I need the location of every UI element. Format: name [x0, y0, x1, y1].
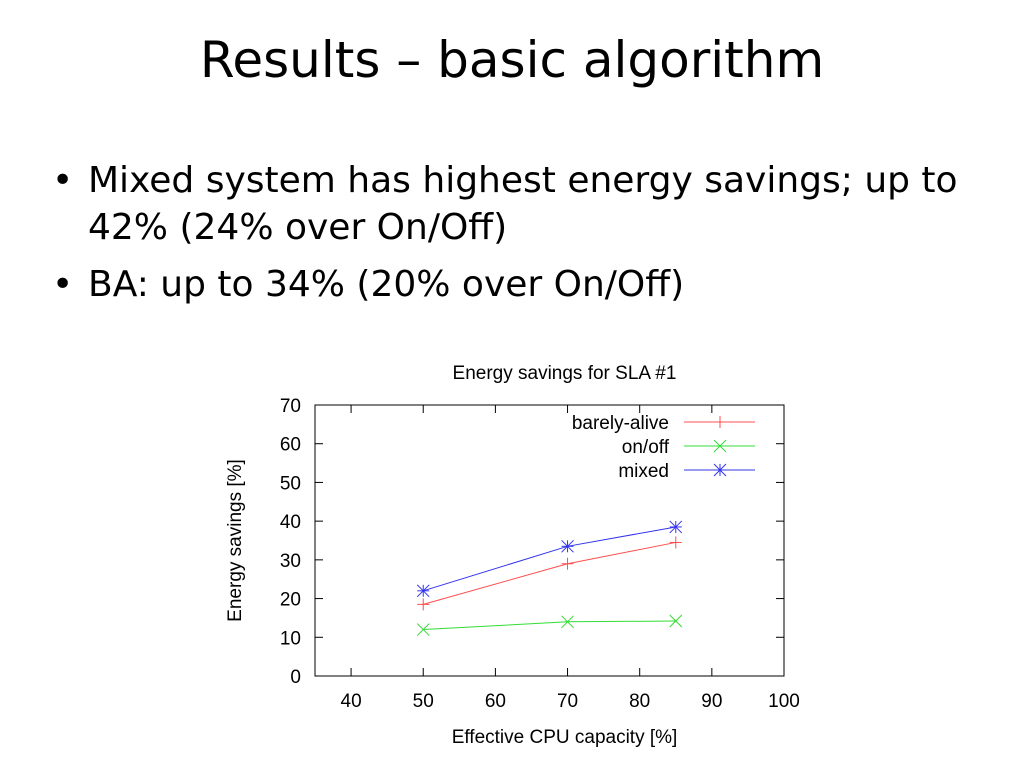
x-axis-label: Effective CPU capacity [%]	[452, 727, 678, 748]
legend-marker-mixed	[713, 463, 727, 477]
slide-title: Results – basic algorithm	[199, 31, 825, 89]
y-tick-label: 70	[280, 396, 301, 417]
bullet-item: • Mixed system has highest energy saving…	[52, 158, 982, 252]
data-point-mixed	[416, 584, 430, 598]
x-tick-label: 70	[557, 691, 578, 712]
bullet-text: Mixed system has highest energy savings;…	[88, 160, 958, 248]
series-line-on/off	[423, 620, 676, 631]
data-point-barely-alive	[561, 557, 574, 570]
y-tick-label: 60	[280, 435, 301, 456]
data-point-barely-alive	[669, 536, 682, 549]
y-tick-label: 50	[280, 473, 301, 494]
x-tick-label: 90	[701, 691, 722, 712]
y-axis-label: Energy savings [%]	[225, 459, 246, 622]
legend-label: mixed	[618, 461, 669, 482]
plot-frame	[314, 404, 785, 677]
legend-marker-barely-alive	[714, 416, 726, 428]
data-point-on/off	[416, 623, 430, 636]
y-tick-label: 0	[290, 667, 301, 688]
data-point-barely-alive	[417, 598, 430, 611]
bullet-item: • BA: up to 34% (20% over On/Off)	[52, 262, 982, 309]
legend-label: barely-alive	[572, 413, 669, 434]
data-point-on/off	[561, 615, 574, 629]
x-tick-label: 80	[629, 691, 650, 712]
bullet-list: • Mixed system has highest energy saving…	[52, 158, 982, 318]
chart-title: Energy savings for SLA #1	[453, 363, 677, 384]
x-tick-label: 50	[413, 691, 434, 712]
bullet-dot: •	[52, 160, 74, 201]
legend-label: on/off	[622, 437, 670, 458]
bullet-dot: •	[52, 263, 74, 305]
legend-marker-on/off	[713, 439, 727, 453]
y-tick-label: 10	[280, 628, 301, 649]
bullet-text: BA: up to 34% (20% over On/Off)	[88, 263, 685, 305]
y-tick-label: 40	[280, 512, 301, 533]
x-tick-label: 100	[768, 691, 800, 712]
series-line-mixed	[423, 526, 676, 592]
y-tick-label: 20	[280, 590, 301, 611]
x-tick-label: 60	[485, 691, 506, 712]
data-point-mixed	[669, 520, 683, 534]
data-point-on/off	[669, 614, 683, 628]
data-point-mixed	[561, 539, 574, 553]
y-tick-label: 30	[280, 551, 301, 572]
x-tick-label: 40	[341, 691, 362, 712]
